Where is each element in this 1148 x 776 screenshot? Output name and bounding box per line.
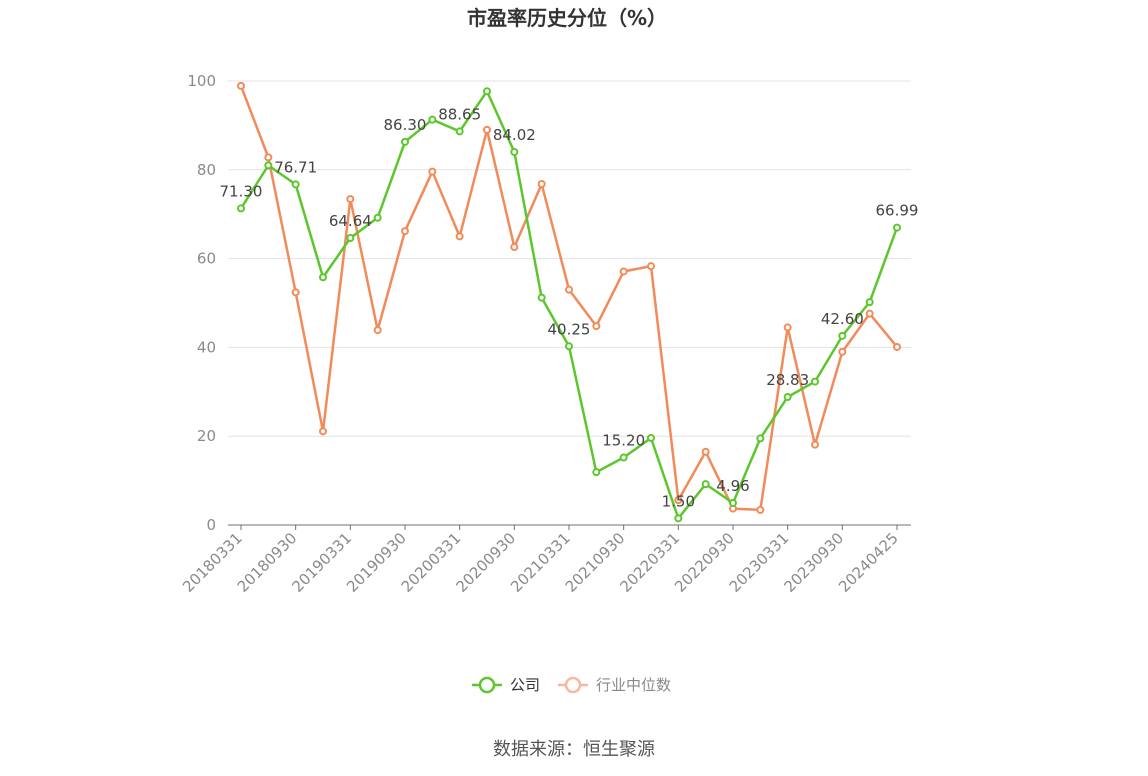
chart-title: 市盈率历史分位（%）	[467, 6, 667, 30]
legend-item-0[interactable]: 公司	[472, 676, 540, 694]
data-point[interactable]	[565, 342, 573, 351]
data-point[interactable]	[291, 288, 300, 297]
data-point[interactable]	[264, 161, 273, 170]
data-point[interactable]	[346, 195, 355, 204]
data-point[interactable]	[674, 514, 683, 523]
data-point[interactable]	[483, 87, 491, 96]
data-label: 88.65	[438, 105, 481, 123]
data-point[interactable]	[865, 309, 874, 318]
data-label: 4.96	[716, 477, 749, 495]
y-tick-label: 0	[206, 516, 216, 534]
data-point[interactable]	[401, 137, 409, 146]
data-labels: 71.30 76.71 64.64 86.30 88.65 84.02 40.25 15.20…	[220, 105, 919, 510]
data-point[interactable]	[838, 331, 847, 340]
data-point[interactable]	[428, 167, 437, 176]
y-tick-label: 60	[197, 250, 216, 268]
data-label: 15.20	[602, 432, 645, 450]
data-label: 1.50	[662, 492, 695, 510]
y-tick-label: 20	[197, 427, 216, 445]
data-point[interactable]	[373, 326, 382, 335]
data-point[interactable]	[428, 115, 437, 124]
data-point[interactable]	[701, 480, 710, 489]
data-label: 66.99	[876, 202, 919, 220]
series-line-1	[239, 85, 898, 512]
data-point[interactable]	[346, 233, 355, 242]
y-tick-label: 100	[187, 72, 216, 90]
data-point[interactable]	[510, 147, 519, 156]
data-point[interactable]	[565, 285, 573, 294]
series-layer	[237, 81, 901, 523]
data-point[interactable]	[893, 223, 901, 232]
source-note: 数据来源：恒生聚源	[493, 739, 655, 760]
legend-marker	[478, 676, 496, 694]
y-tick-label: 40	[197, 338, 216, 356]
data-point[interactable]	[291, 180, 300, 189]
data-point[interactable]	[537, 293, 546, 302]
data-point[interactable]	[756, 505, 765, 514]
data-point[interactable]	[401, 227, 409, 236]
legend-label: 行业中位数	[596, 676, 671, 694]
data-point[interactable]	[592, 468, 601, 477]
data-point[interactable]	[647, 262, 655, 271]
legend-label: 公司	[510, 676, 540, 694]
data-label: 28.83	[766, 371, 809, 389]
legend[interactable]: 公司 行业中位数	[472, 676, 671, 694]
series-line-0	[239, 89, 899, 520]
data-label: 86.30	[384, 116, 427, 134]
y-tick-label: 80	[197, 161, 216, 179]
data-point[interactable]	[619, 267, 628, 276]
data-point[interactable]	[838, 347, 847, 356]
data-point[interactable]	[756, 434, 765, 443]
data-point[interactable]	[865, 298, 874, 307]
data-point[interactable]	[373, 213, 382, 222]
data-point[interactable]	[619, 453, 628, 462]
data-point[interactable]	[455, 232, 464, 241]
data-point[interactable]	[455, 127, 464, 136]
data-point[interactable]	[893, 342, 901, 351]
data-point[interactable]	[510, 243, 519, 252]
data-point[interactable]	[319, 273, 327, 282]
data-point[interactable]	[537, 180, 546, 189]
data-label: 64.64	[329, 212, 372, 230]
data-label: 84.02	[493, 126, 536, 144]
data-point[interactable]	[264, 153, 273, 162]
data-label: 40.25	[548, 320, 591, 338]
data-point[interactable]	[783, 323, 792, 332]
data-label: 71.30	[220, 182, 263, 200]
data-point[interactable]	[729, 498, 737, 507]
data-point[interactable]	[811, 440, 819, 449]
data-point[interactable]	[674, 496, 683, 505]
data-point[interactable]	[701, 447, 710, 456]
data-point[interactable]	[783, 392, 792, 401]
data-point[interactable]	[592, 322, 601, 331]
axes: 0204060801002018033120180930201903312019…	[179, 72, 911, 596]
x-tick-label: 20240425	[835, 529, 902, 596]
data-point[interactable]	[647, 433, 655, 442]
data-label: 76.71	[274, 158, 317, 176]
data-point[interactable]	[811, 377, 819, 386]
data-point[interactable]	[237, 81, 245, 90]
legend-marker	[564, 676, 582, 694]
grid	[228, 80, 911, 437]
data-point[interactable]	[483, 125, 491, 134]
data-point[interactable]	[319, 427, 327, 436]
legend-item-1[interactable]: 行业中位数	[558, 676, 671, 694]
data-point[interactable]	[237, 204, 245, 213]
data-label: 42.60	[821, 310, 864, 328]
